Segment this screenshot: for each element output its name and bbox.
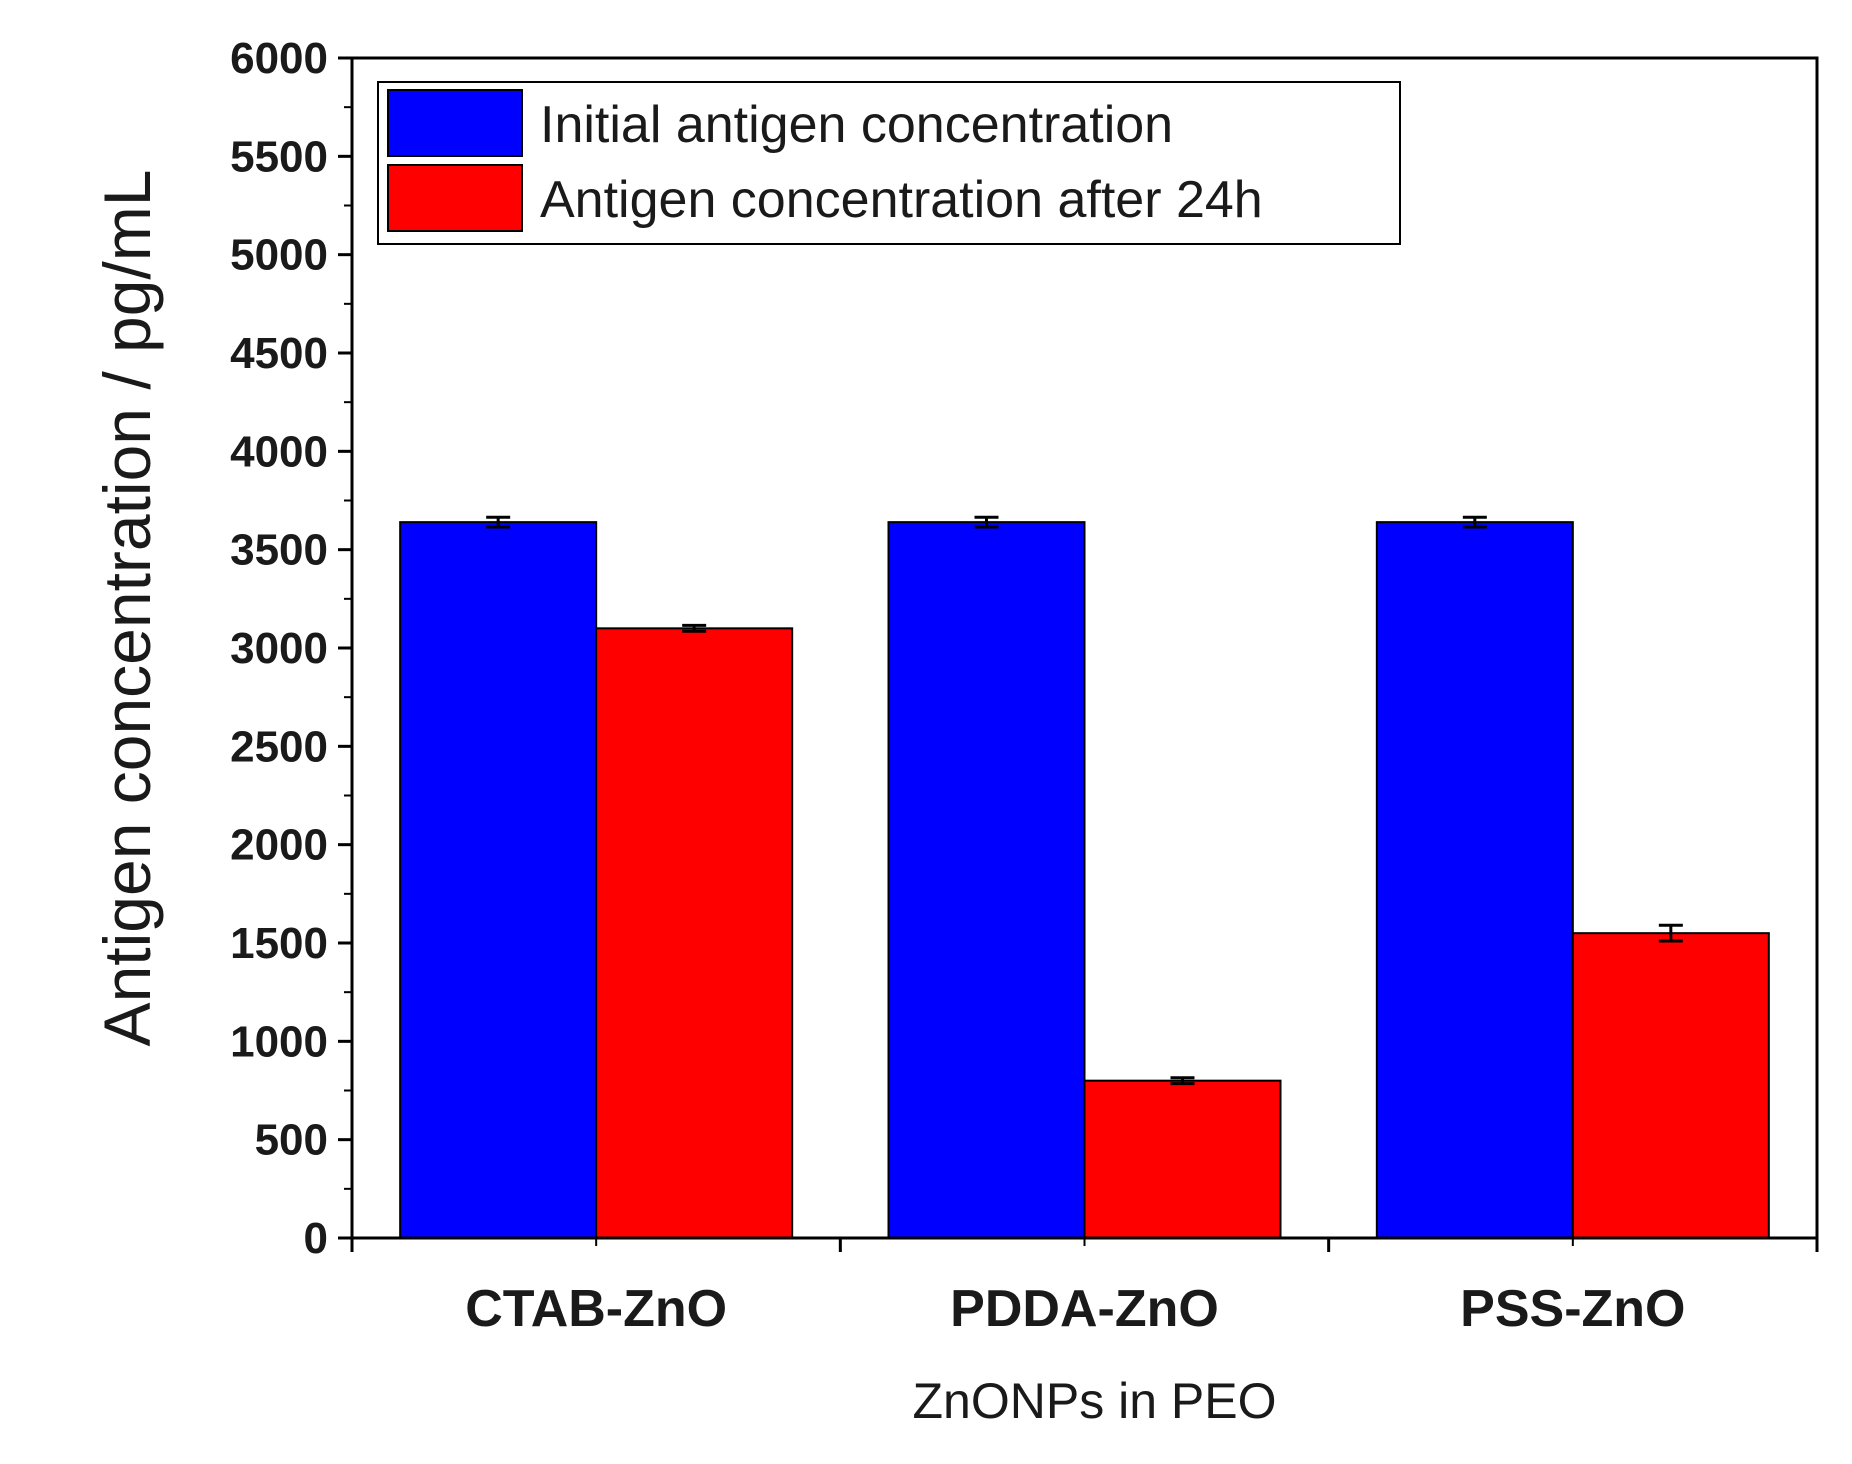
y-tick-label: 1500 bbox=[230, 919, 328, 968]
bar-after-24h bbox=[1571, 932, 1770, 1240]
legend-label: Initial antigen concentration bbox=[540, 96, 1173, 154]
y-axis: 0 500 1000 1500 2000 2500 3000 3500 4000 4500 5000… bbox=[230, 34, 352, 1263]
y-tick-label: 5500 bbox=[230, 132, 328, 181]
legend-box bbox=[377, 81, 1401, 245]
bar-initial bbox=[399, 521, 598, 1239]
y-tick-label: 5000 bbox=[230, 231, 328, 280]
y-tick-label: 3000 bbox=[230, 624, 328, 673]
x-category-label: CTAB-ZnO bbox=[465, 1280, 727, 1338]
bar-after-24h bbox=[1083, 1079, 1282, 1239]
legend-swatch bbox=[387, 164, 523, 232]
y-tick-label: 4000 bbox=[230, 427, 328, 476]
error-bars-layer bbox=[486, 515, 1683, 1086]
x-axis-title: ZnONPs in PEO bbox=[913, 1373, 1277, 1429]
x-category-label: PDDA-ZnO bbox=[950, 1280, 1219, 1338]
y-axis-title: Antigen concentration / pg/mL bbox=[90, 170, 164, 1047]
y-tick-label: 0 bbox=[304, 1214, 328, 1263]
y-tick-label: 2500 bbox=[230, 722, 328, 771]
bar-initial bbox=[887, 521, 1086, 1239]
legend: Initial antigen concentration Antigen con… bbox=[377, 81, 1401, 245]
y-tick-label: 6000 bbox=[230, 34, 328, 83]
bars-layer bbox=[399, 521, 1770, 1240]
y-tick-label: 3500 bbox=[230, 526, 328, 575]
bar-initial bbox=[1375, 521, 1574, 1239]
legend-swatch bbox=[387, 89, 523, 157]
x-category-label: PSS-ZnO bbox=[1460, 1280, 1685, 1338]
y-tick-label: 2000 bbox=[230, 821, 328, 870]
y-tick-label: 500 bbox=[255, 1116, 328, 1165]
y-tick-label: 4500 bbox=[230, 329, 328, 378]
x-axis: CTAB-ZnO PDDA-ZnO PSS-ZnO bbox=[350, 1238, 1819, 1338]
y-tick-label: 1000 bbox=[230, 1017, 328, 1066]
legend-label: Antigen concentration after 24h bbox=[540, 171, 1263, 229]
bar-after-24h bbox=[595, 627, 794, 1239]
